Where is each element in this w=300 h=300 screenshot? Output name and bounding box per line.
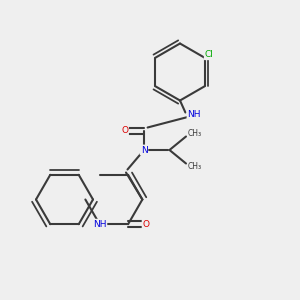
- Text: NH: NH: [188, 110, 201, 118]
- Text: O: O: [142, 220, 150, 229]
- Text: N: N: [141, 146, 147, 154]
- Text: CH₃: CH₃: [188, 129, 202, 138]
- Text: NH: NH: [93, 220, 106, 229]
- Text: Cl: Cl: [205, 50, 214, 59]
- Text: CH₃: CH₃: [188, 162, 202, 171]
- Text: O: O: [121, 126, 128, 135]
